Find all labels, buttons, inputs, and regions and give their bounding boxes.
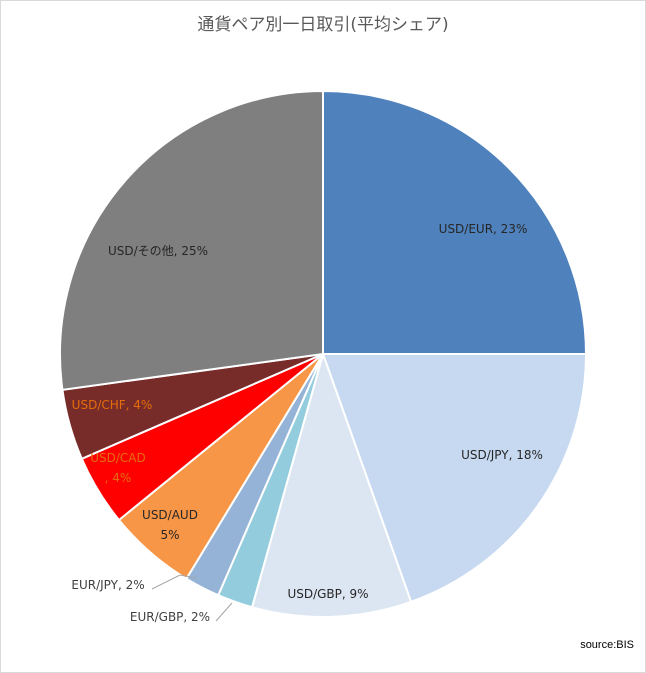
source-note: source:BIS: [580, 639, 634, 651]
pie-slice-usd-eur: [322, 89, 588, 355]
data-label: EUR/JPY, 2%: [71, 578, 144, 592]
data-label: USD/AUD 5%: [142, 508, 198, 542]
data-label: EUR/GBP, 2%: [130, 610, 210, 624]
pie-slice-usd-jpy: [321, 353, 588, 604]
label-leader-line: [215, 602, 233, 622]
data-label: USD/CHF, 4%: [72, 398, 153, 412]
data-label: USD/JPY, 18%: [461, 448, 543, 462]
data-label: USD/EUR, 23%: [439, 222, 528, 236]
label-leader-line: [151, 574, 197, 590]
pie-slice-usd: [59, 89, 324, 391]
pie-slice-usd-gbp: [250, 350, 413, 618]
data-label: USD/GBP, 9%: [287, 587, 368, 601]
chart-title: 通貨ペア別一日取引(平均シェア): [197, 15, 449, 35]
data-label: USD/CAD, 4%: [90, 451, 146, 485]
data-label: USD/その他, 25%: [108, 244, 208, 258]
